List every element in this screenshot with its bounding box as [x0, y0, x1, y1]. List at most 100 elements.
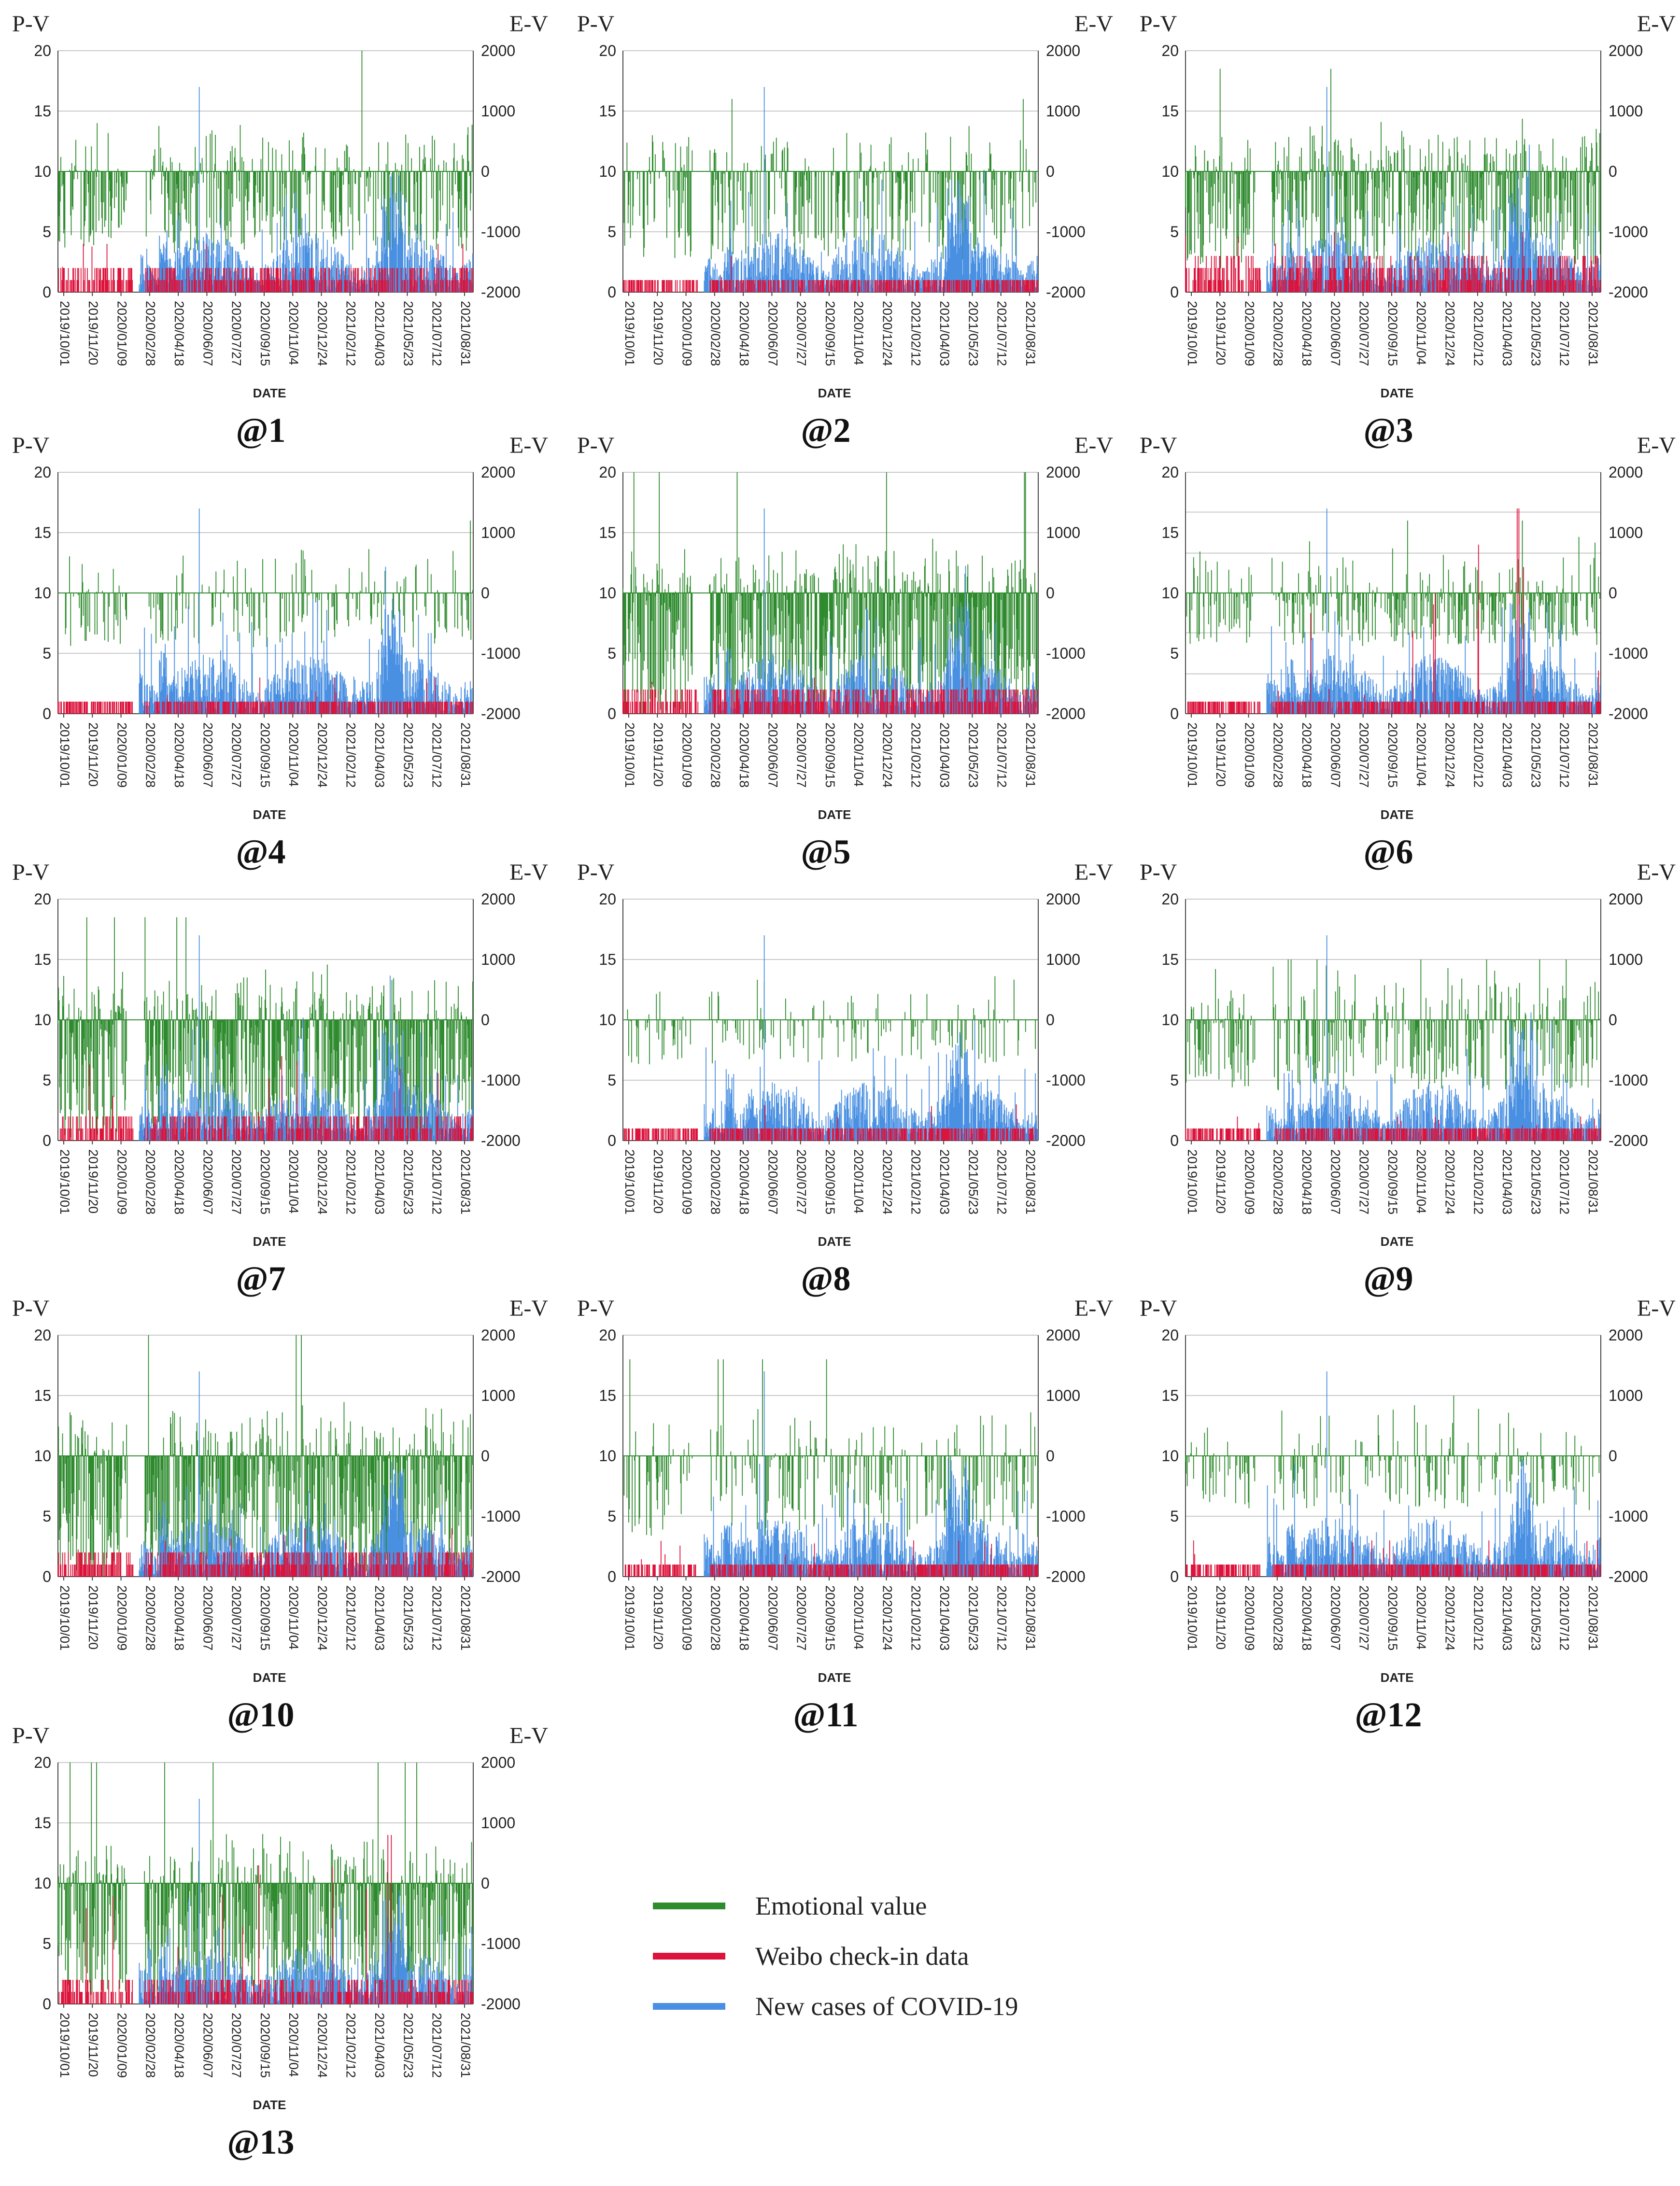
left-tick-label: 0	[1170, 283, 1179, 301]
date-tick-label: 2021/02/12	[1471, 301, 1486, 366]
right-tick-label: 2000	[1609, 42, 1643, 59]
left-tick-label: 10	[599, 163, 616, 180]
weibo-series	[58, 244, 473, 292]
date-tick-label: 2021/04/03	[937, 301, 952, 366]
left-tick-label: 10	[34, 163, 51, 180]
right-tick-label: -1000	[481, 223, 521, 240]
panel-label: @3	[1364, 411, 1413, 450]
emotion-series	[623, 99, 1037, 262]
date-tick-label: 2019/11/20	[1214, 301, 1228, 365]
right-tick-label: -2000	[1046, 283, 1086, 301]
date-tick-label: 2021/07/12	[430, 301, 444, 366]
covid-series	[704, 87, 1038, 292]
date-tick-label: 2020/06/07	[1328, 301, 1342, 366]
right-tick-label: 0	[481, 163, 490, 180]
left-tick-label: 20	[1161, 42, 1179, 59]
date-tick-label: 2020/01/09	[114, 301, 129, 366]
weibo-series	[623, 256, 1038, 292]
emotion-series	[1185, 69, 1601, 269]
date-tick-label: 2020/07/27	[1357, 301, 1371, 366]
date-tick-label: 2020/06/07	[765, 301, 780, 366]
left-tick-label: 5	[1170, 223, 1179, 240]
right-tick-label: 2000	[481, 42, 515, 59]
left-tick-label: 5	[607, 223, 616, 240]
right-axis-title: E-V	[509, 11, 548, 37]
panel-1: 0 5 10 15 20 -2000 -1000 0 1000 2000 P-V E-V 2019/10…	[12, 11, 548, 450]
date-tick-label: 2021/07/12	[1557, 301, 1572, 366]
date-tick-label: 2019/10/01	[622, 301, 637, 366]
date-tick-label: 2020/06/07	[200, 301, 215, 366]
right-axis-title: E-V	[1074, 11, 1113, 37]
date-tick-label: 2020/02/28	[708, 301, 723, 366]
date-tick-label: 2020/11/04	[1414, 301, 1428, 365]
right-tick-label: -1000	[1046, 223, 1086, 240]
emotion-series	[58, 51, 473, 253]
date-tick-label: 2020/12/24	[315, 301, 329, 366]
date-tick-label: 2020/04/18	[172, 301, 186, 366]
weibo-series	[1185, 232, 1601, 292]
panel-label: @2	[801, 411, 851, 450]
left-tick-label: 20	[599, 42, 616, 59]
date-tick-label: 2021/02/12	[344, 301, 358, 366]
date-tick-label: 2021/08/31	[1586, 301, 1600, 366]
date-tick-label: 2020/09/15	[823, 301, 837, 366]
date-tick-label: 2019/11/20	[86, 301, 100, 365]
left-tick-label: 5	[42, 223, 51, 240]
x-axis-title: DATE	[818, 386, 851, 400]
date-tick-label: 2020/09/15	[258, 301, 272, 366]
date-tick-label: 2020/09/15	[1385, 301, 1400, 366]
date-tick-label: 2021/08/31	[458, 301, 473, 366]
date-tick-label: 2020/12/24	[880, 301, 894, 366]
date-tick-label: 2020/11/04	[851, 301, 866, 365]
right-tick-label: 0	[1046, 163, 1055, 180]
left-tick-label: 15	[1161, 102, 1179, 120]
left-tick-label: 20	[34, 42, 51, 59]
x-axis-title: DATE	[253, 386, 286, 400]
left-tick-label: 10	[1161, 163, 1179, 180]
left-axis-title: P-V	[12, 11, 50, 37]
date-tick-label: 2021/05/23	[1528, 301, 1543, 366]
left-tick-label: 0	[607, 283, 616, 301]
left-axis-title: P-V	[1140, 11, 1177, 37]
panel-label: @1	[236, 411, 286, 450]
left-tick-label: 0	[42, 283, 51, 301]
date-tick-label: 2020/01/09	[1242, 301, 1256, 366]
date-tick-label: 2021/04/03	[1500, 301, 1514, 366]
right-tick-label: -2000	[1609, 283, 1648, 301]
date-tick-label: 2020/07/27	[229, 301, 244, 366]
date-tick-label: 2019/11/20	[651, 301, 665, 365]
date-tick-label: 2020/04/18	[737, 301, 751, 366]
x-axis-title: DATE	[1381, 386, 1414, 400]
date-tick-label: 2021/05/23	[966, 301, 980, 366]
date-tick-label: 2019/10/01	[57, 301, 72, 366]
date-tick-label: 2019/10/01	[1185, 301, 1200, 366]
covid-series	[139, 508, 473, 714]
date-tick-label: 2020/04/18	[1299, 301, 1314, 366]
right-tick-label: -2000	[481, 283, 521, 301]
emotion-series	[64, 521, 473, 648]
panel-2: 0 5 10 15 20 -2000 -1000 0 1000 2000 P-V E-V 2019/10…	[577, 11, 1113, 450]
right-axis-title: E-V	[1637, 11, 1676, 37]
left-axis-title: P-V	[577, 11, 615, 37]
left-tick-label: 15	[34, 102, 51, 120]
right-tick-label: 0	[1609, 163, 1617, 180]
right-tick-label: 1000	[481, 102, 515, 120]
date-tick-label: 2021/05/23	[401, 301, 415, 366]
left-tick-label: 15	[599, 102, 616, 120]
date-tick-label: 2020/02/28	[1271, 301, 1285, 366]
right-tick-label: -1000	[1609, 223, 1648, 240]
date-tick-label: 2020/01/09	[679, 301, 694, 366]
date-tick-label: 2021/08/31	[1023, 301, 1038, 366]
date-tick-label: 2021/02/12	[909, 301, 923, 366]
panel-3: 0 5 10 15 20 -2000 -1000 0 1000 2000 P-V E-V 2019/10…	[1140, 11, 1676, 450]
date-tick-label: 2021/07/12	[995, 301, 1009, 366]
date-tick-label: 2020/07/27	[794, 301, 809, 366]
weibo-series	[57, 677, 473, 714]
date-tick-label: 2020/11/04	[286, 301, 301, 365]
date-tick-label: 2020/12/24	[1442, 301, 1457, 366]
right-tick-label: 1000	[1046, 102, 1080, 120]
date-tick-label: 2021/04/03	[372, 301, 387, 366]
date-tick-label: 2020/02/28	[143, 301, 158, 366]
